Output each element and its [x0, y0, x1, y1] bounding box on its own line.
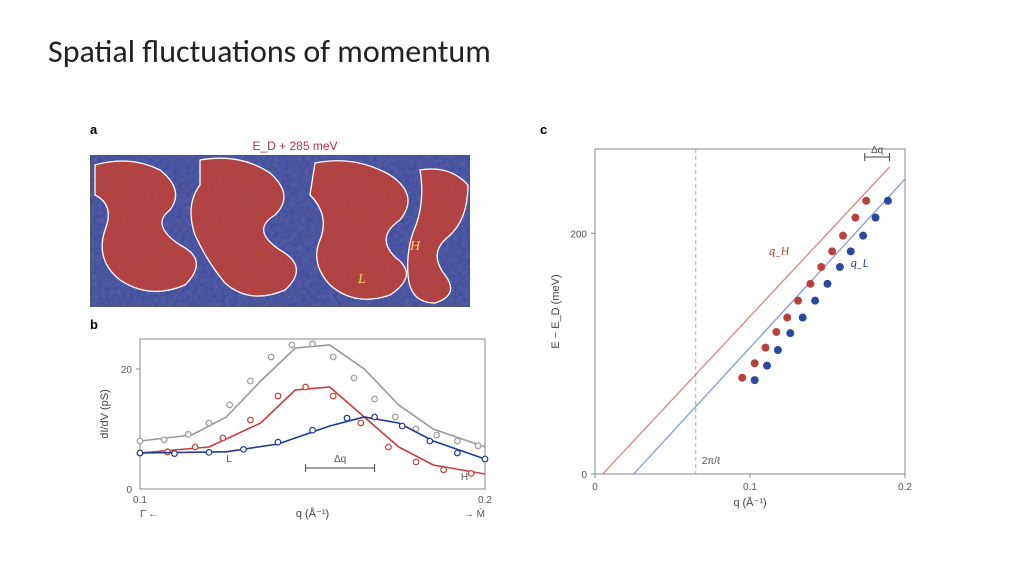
svg-text:→ M̄: → M̄: [464, 507, 485, 520]
svg-text:H: H: [461, 472, 468, 483]
figure-container: a E_D + 285 meV H: [90, 120, 920, 534]
map-label-H: H: [409, 239, 421, 254]
svg-text:L: L: [226, 454, 232, 465]
svg-text:0.2: 0.2: [898, 482, 912, 493]
svg-text:0: 0: [592, 482, 598, 493]
svg-text:E − E_D (meV): E − E_D (meV): [550, 274, 562, 348]
svg-text:0.1: 0.1: [743, 482, 757, 493]
panel-c-label: c: [540, 122, 547, 137]
panel-a-title: E_D + 285 meV: [90, 139, 500, 153]
svg-text:0.2: 0.2: [478, 495, 492, 506]
panel-b: b 20 0 dI/dV (pS) 0.1 0.2 q (Å⁻¹) Γ̄ ← → M̄ L H Δq: [90, 315, 500, 534]
svg-text:0: 0: [126, 485, 132, 496]
svg-text:q (Å⁻¹): q (Å⁻¹): [296, 507, 329, 520]
svg-text:0: 0: [581, 470, 587, 481]
didv-plot: 20 0 dI/dV (pS) 0.1 0.2 q (Å⁻¹) Γ̄ ← → M̄ L H Δq: [90, 334, 500, 534]
svg-text:0.1: 0.1: [133, 495, 147, 506]
svg-text:q_H: q_H: [769, 245, 789, 259]
dispersion-plot: 0 0.1 0.2 0 200 q (Å⁻¹) E − E_D (meV) 2π/ℓ q_H q_…: [540, 139, 920, 509]
svg-text:2π/ℓ: 2π/ℓ: [702, 456, 721, 467]
left-panels: a E_D + 285 meV H: [90, 120, 500, 534]
slide-title: Spatial fluctuations of momentum: [48, 32, 491, 71]
panel-c: c 0 0.1 0.2 0 200 q (Å⁻¹) E − E_D (meV) 2π/ℓ q_H…: [540, 120, 920, 534]
panel-a: a E_D + 285 meV H: [90, 120, 500, 307]
spatial-map: H L: [90, 155, 470, 307]
svg-text:20: 20: [121, 365, 133, 376]
svg-text:200: 200: [570, 229, 587, 240]
svg-text:q (Å⁻¹): q (Å⁻¹): [733, 496, 766, 509]
svg-text:q_L: q_L: [851, 257, 868, 271]
svg-text:dI/dV (pS): dI/dV (pS): [99, 389, 111, 439]
map-label-L: L: [357, 272, 366, 287]
svg-text:Δq: Δq: [334, 454, 346, 465]
panel-a-label: a: [90, 122, 97, 137]
svg-text:Γ̄ ←: Γ̄ ←: [140, 509, 158, 520]
svg-text:Δq: Δq: [871, 145, 883, 156]
panel-b-label: b: [90, 317, 98, 332]
